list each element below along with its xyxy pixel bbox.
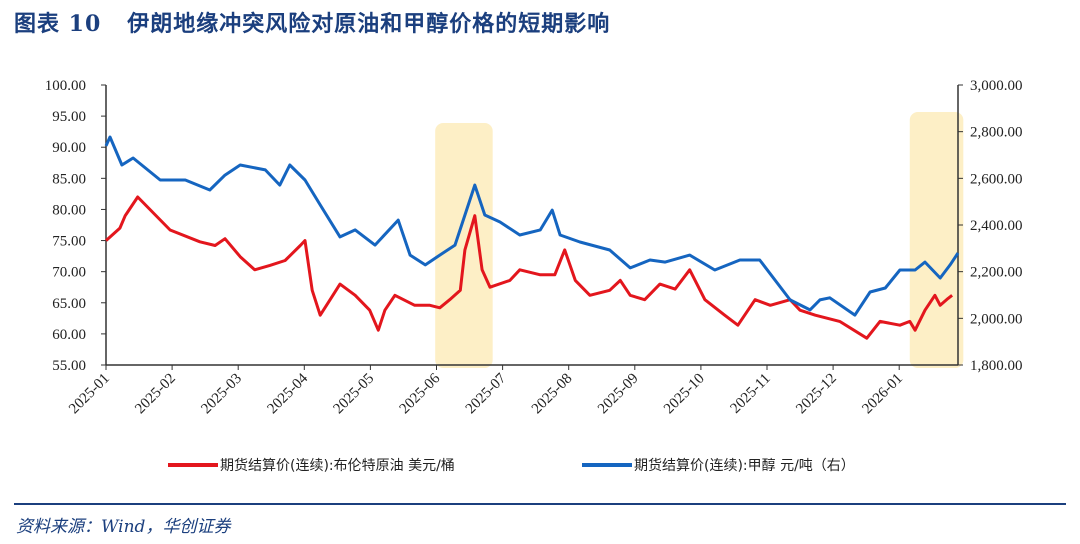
legend-item-methanol: 期货结算价(连续):甲醇 元/吨（右） bbox=[582, 455, 855, 475]
right-tick-label: 1,800.00 bbox=[970, 358, 1023, 374]
right-tick-label: 2,400.00 bbox=[970, 218, 1023, 234]
divider bbox=[14, 503, 1066, 505]
right-tick-label: 3,000.00 bbox=[970, 78, 1023, 94]
highlight-region bbox=[435, 123, 493, 368]
chart-title: 图表 10 伊朗地缘冲突风险对原油和甲醇价格的短期影响 bbox=[14, 11, 611, 37]
left-tick-label: 70.00 bbox=[52, 265, 86, 281]
right-tick-label: 2,000.00 bbox=[970, 311, 1023, 327]
x-tick-label: 2025-10 bbox=[661, 371, 708, 418]
x-tick-label: 2025-09 bbox=[595, 371, 642, 418]
left-tick-label: 55.00 bbox=[52, 358, 86, 374]
line-chart: 55.00 60.00 65.00 70.00 75.00 80.00 85.00 90.00… bbox=[45, 78, 1023, 417]
x-tick-label: 2026-01 bbox=[859, 371, 906, 418]
x-tick-label: 2025-08 bbox=[529, 371, 576, 418]
x-tick-label: 2025-07 bbox=[463, 370, 510, 417]
left-tick-label: 85.00 bbox=[52, 171, 86, 187]
source-note: 资料来源：Wind，华创证券 bbox=[16, 517, 231, 537]
right-tick-label: 2,600.00 bbox=[970, 171, 1023, 187]
left-tick-label: 65.00 bbox=[52, 296, 86, 312]
axes: 55.00 60.00 65.00 70.00 75.00 80.00 85.00 90.00… bbox=[45, 78, 1023, 417]
x-tick-label: 2025-06 bbox=[397, 370, 444, 417]
x-tick-label: 2025-01 bbox=[66, 371, 113, 418]
left-tick-label: 90.00 bbox=[52, 140, 86, 156]
brent-line bbox=[104, 195, 954, 340]
left-tick-label: 60.00 bbox=[52, 327, 86, 343]
left-tick-label: 75.00 bbox=[52, 234, 86, 250]
x-tick-label: 2025-11 bbox=[728, 371, 774, 417]
legend-label: 期货结算价(连续):甲醇 元/吨（右） bbox=[634, 458, 855, 474]
left-tick-label: 95.00 bbox=[52, 109, 86, 125]
right-tick-label: 2,800.00 bbox=[970, 125, 1023, 141]
left-tick-label: 80.00 bbox=[52, 202, 86, 218]
legend-label: 期货结算价(连续):布伦特原油 美元/桶 bbox=[220, 458, 455, 474]
legend-item-brent: 期货结算价(连续):布伦特原油 美元/桶 bbox=[168, 455, 455, 475]
x-tick-label: 2025-03 bbox=[198, 371, 245, 418]
x-tick-label: 2025-02 bbox=[132, 371, 179, 418]
x-tick-label: 2025-12 bbox=[793, 371, 840, 418]
x-tick-label: 2025-05 bbox=[331, 371, 378, 418]
highlight-regions bbox=[435, 112, 964, 368]
legend-swatch-blue bbox=[582, 463, 632, 467]
legend-swatch-red bbox=[168, 463, 218, 467]
left-tick-label: 100.00 bbox=[45, 78, 86, 94]
x-tick-label: 2025-04 bbox=[264, 370, 311, 417]
highlight-region bbox=[909, 112, 964, 368]
series-lines bbox=[104, 135, 960, 340]
right-tick-label: 2,200.00 bbox=[970, 265, 1023, 281]
methanol-line bbox=[104, 135, 960, 317]
